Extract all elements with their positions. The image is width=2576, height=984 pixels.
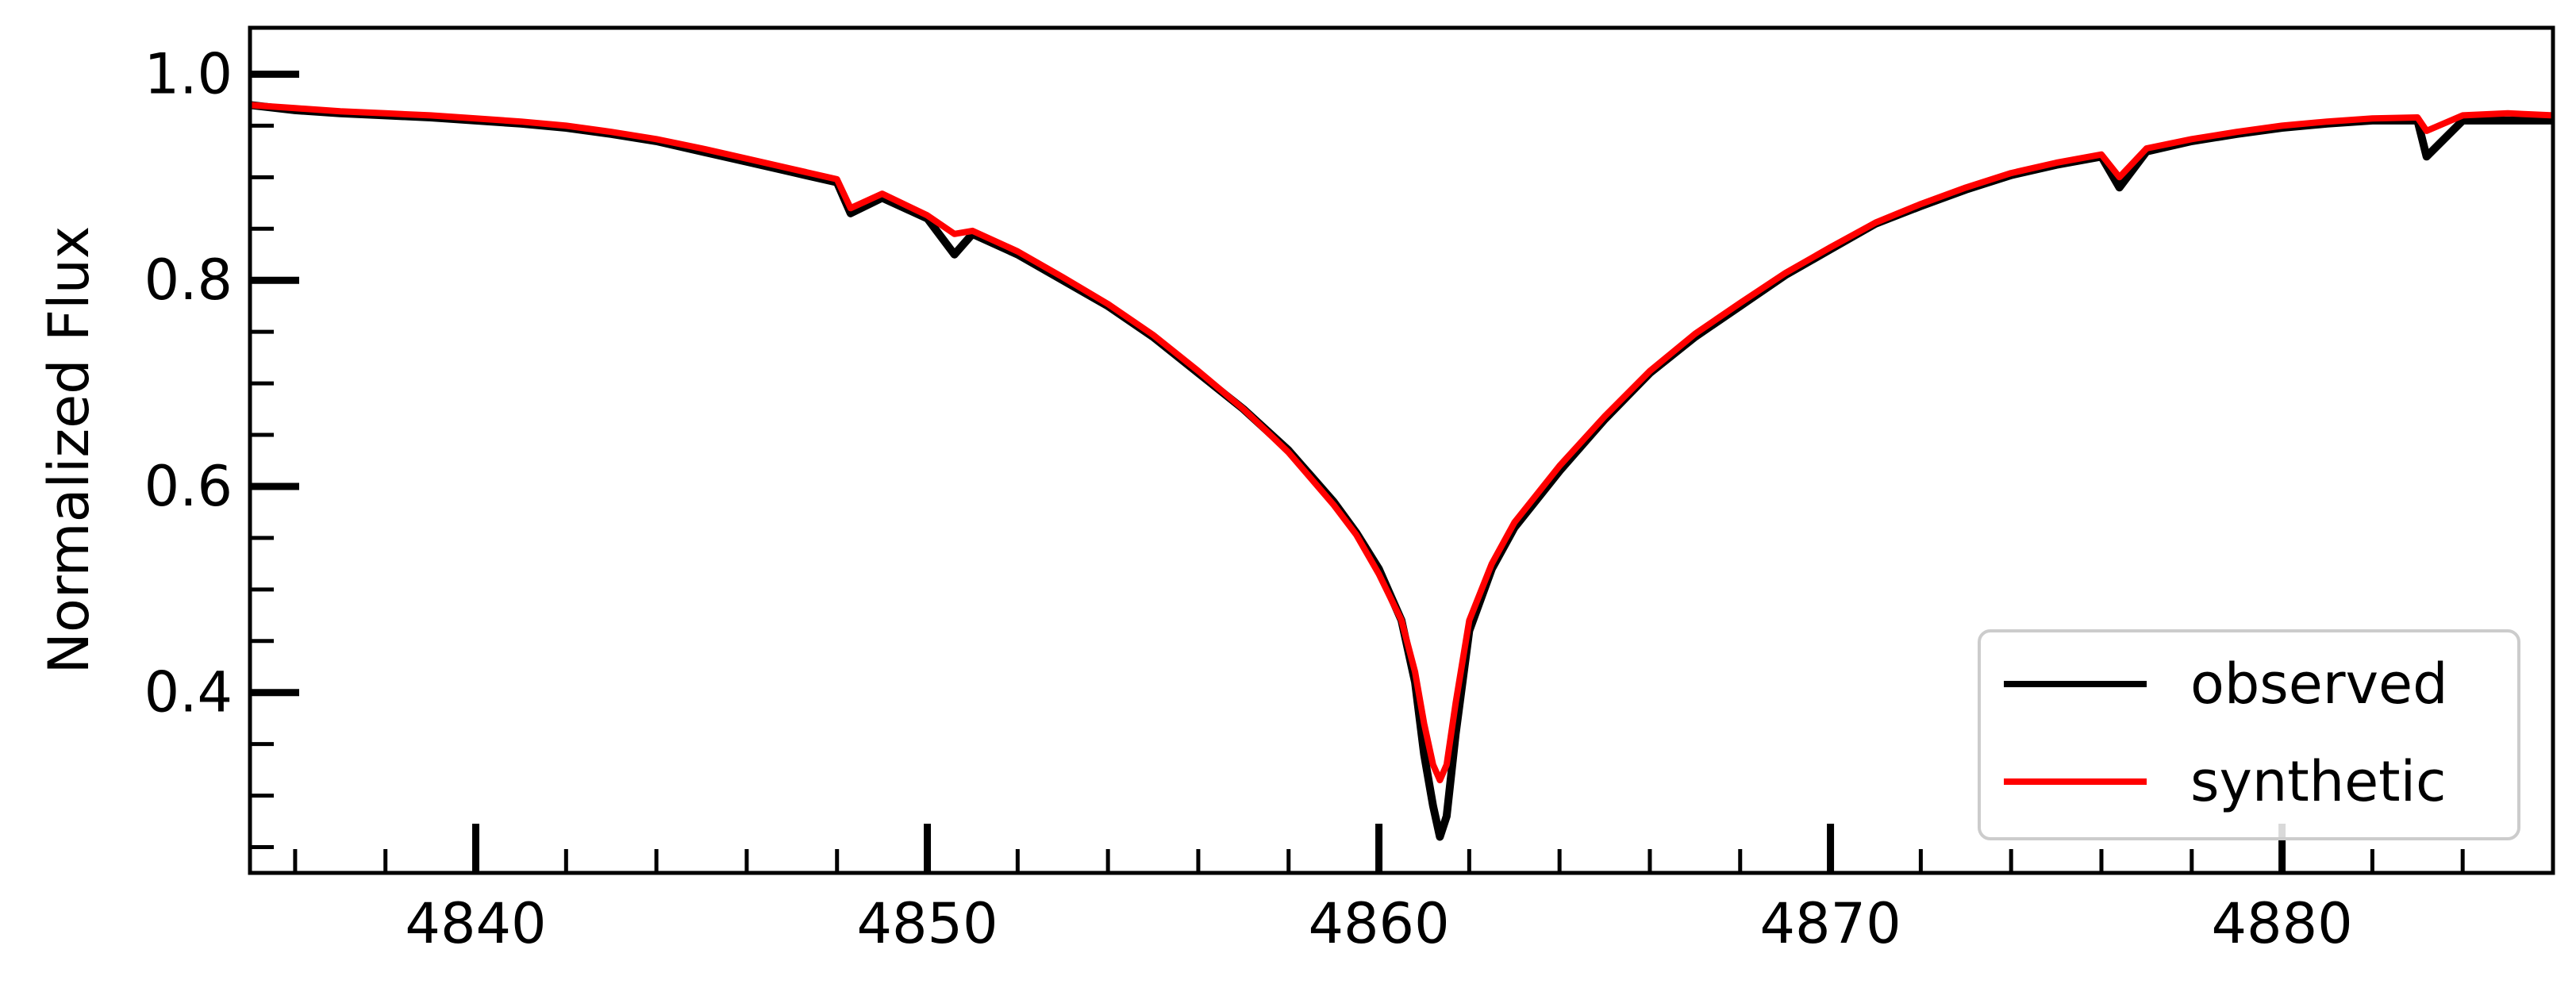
axis-ticks: 4840 4850 4860 4870 4880 0.4 0.6 0.8 1.0 [144,41,2555,956]
legend: observed synthetic [1978,629,2520,840]
legend-label-observed: observed [2190,652,2448,717]
x-tick-label: 4870 [1759,891,1901,956]
x-tick-label: 4860 [1308,891,1449,956]
series-line-synthetic [250,102,2553,784]
x-tick-label: 4880 [2212,891,2353,956]
y-tick-label: 0.4 [144,660,233,725]
y-tick-label: 0.8 [144,248,233,313]
plot-frame [248,25,2555,875]
y-tick-label: 0.6 [144,454,233,519]
legend-label-synthetic: synthetic [2190,749,2447,814]
y-axis-title: Normalized Flux [37,226,102,675]
x-tick-label: 4840 [405,891,546,956]
x-tick-label: 4850 [856,891,998,956]
plot-area [250,101,2553,841]
y-tick-label: 1.0 [144,41,233,106]
